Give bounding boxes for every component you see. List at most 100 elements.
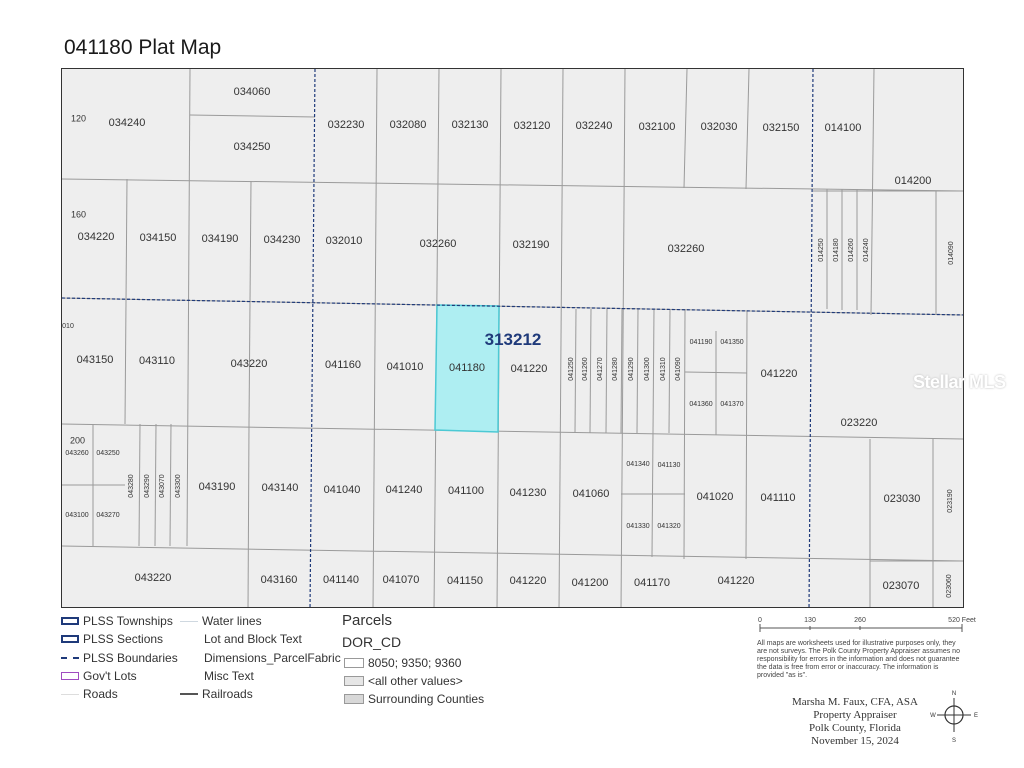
small-parcel-label: 041320 (657, 523, 680, 530)
scale-tick-1: 130 (804, 617, 816, 624)
parcel-label: 032080 (390, 119, 427, 131)
legend-label: Surrounding Counties (368, 692, 485, 706)
parcel-map[interactable]: 034060 034240 034250 032230 032080 032130 0321… (62, 69, 964, 608)
parcel-label: 043160 (261, 574, 298, 586)
small-parcel-label: 041370 (720, 401, 743, 408)
vertical-parcel-label: 014260 (848, 238, 855, 261)
parcel-label: 043140 (262, 482, 299, 494)
parcel-label: 041020 (697, 491, 734, 503)
parcel-label: 043220 (231, 358, 268, 370)
legend-label: PLSS Boundaries (83, 651, 178, 665)
township-lines (62, 69, 963, 607)
map-frame[interactable]: 034060 034240 034250 032230 032080 032130 0321… (61, 68, 964, 608)
vertical-parcel-label: 014090 (948, 241, 955, 264)
vertical-parcel-label: 041090 (675, 357, 682, 380)
parcel-label: 032010 (326, 235, 363, 247)
legend-label: Railroads (202, 687, 253, 701)
vertical-parcel-label: 041300 (644, 357, 651, 380)
parcel-label: 032030 (701, 121, 738, 133)
vertical-parcel-label: 043290 (144, 474, 151, 497)
vertical-parcel-label: 014240 (863, 238, 870, 261)
parcels-legend-title: Parcels (342, 612, 393, 629)
small-parcel-label: 043100 (65, 512, 88, 519)
legend-label: Lot and Block Text (204, 632, 302, 646)
townships-swatch (61, 617, 79, 625)
parcel-label: 043150 (77, 354, 114, 366)
water-swatch (180, 620, 198, 622)
parcel-label: 034220 (78, 231, 115, 243)
small-parcel-label: 041360 (689, 401, 712, 408)
legend-label: Dimensions_ParcelFabric (204, 651, 341, 665)
legend-label: Gov't Lots (83, 669, 137, 683)
small-parcel-labels: 041190 041350 041360 041370 041340 041130 0413… (62, 323, 744, 530)
scale-tick-2: 260 (854, 617, 866, 624)
compass-s: S (952, 738, 956, 744)
vertical-parcel-label: 041310 (660, 357, 667, 380)
vertical-parcel-label: 043070 (159, 474, 166, 497)
parcel-label: 034060 (234, 86, 271, 98)
sections-swatch (61, 635, 79, 643)
parcel-label: 043220 (135, 572, 172, 584)
partial-parcel-label: 120 (71, 113, 86, 123)
parcel-label: 032120 (514, 120, 551, 132)
vertical-parcel-label: 014180 (833, 238, 840, 261)
vertical-parcel-label: 014250 (818, 238, 825, 261)
parcel-label: 041200 (572, 577, 609, 589)
vertical-parcel-label: 041290 (628, 357, 635, 380)
legend-label: 8050; 9350; 9360 (368, 656, 462, 670)
parcel-label: 032150 (763, 122, 800, 134)
parcel-label: 034150 (140, 232, 177, 244)
parcel-label: 041140 (323, 574, 359, 586)
parcel-swatch-white (344, 658, 364, 668)
parcel-label: 041070 (383, 574, 420, 586)
parcel-label: 032190 (513, 239, 550, 251)
vertical-parcel-label: 041270 (597, 357, 604, 380)
vertical-parcel-label: 023060 (946, 574, 953, 597)
small-parcel-label: 041340 (626, 461, 649, 468)
parcel-label: 041220 (511, 363, 548, 375)
parcel-label: 041100 (448, 485, 484, 497)
parcel-label: 041010 (387, 361, 424, 373)
vertical-parcel-label: 023190 (947, 489, 954, 512)
appraiser-name: Marsha M. Faux, CFA, ASA (791, 696, 918, 708)
parcel-label: 032260 (668, 243, 705, 255)
parcel-swatch-gray (344, 676, 364, 686)
parcel-label: 041180 (449, 362, 485, 374)
watermark: Stellar MLS (913, 372, 1006, 392)
vertical-parcel-label: 041250 (568, 357, 575, 380)
small-parcel-label: 041130 (658, 462, 681, 469)
appraiser-title: Property Appraiser (813, 709, 897, 721)
parcel-label: 041160 (325, 359, 361, 371)
vertical-parcel-label: 041280 (612, 357, 619, 380)
parcel-label: 041170 (634, 577, 670, 589)
map-date: November 15, 2024 (811, 735, 899, 747)
compass-n: N (952, 691, 956, 697)
govlots-swatch (61, 672, 79, 680)
parcel-label: 041220 (510, 575, 547, 587)
parcel-label: 034230 (264, 234, 301, 246)
section-label: 313212 (485, 330, 542, 349)
parcel-label: 014100 (825, 122, 862, 134)
parcel-label: 041230 (510, 487, 547, 499)
small-parcel-label: 043250 (96, 450, 119, 457)
legend-label: PLSS Townships (83, 614, 173, 628)
scale-bar: 0 130 260 520 Feet (758, 617, 976, 632)
parcel-swatch-county (344, 694, 364, 704)
legend-label: <all other values> (368, 674, 463, 688)
roads-swatch (61, 693, 79, 695)
scale-tick-3: 520 Feet (948, 617, 976, 624)
parcel-label: 023220 (841, 417, 878, 429)
partial-parcel-label: 200 (70, 435, 85, 445)
parcel-label: 034190 (202, 233, 239, 245)
parcel-label: 041220 (718, 575, 755, 587)
parcel-label: 023030 (884, 493, 921, 505)
parcel-labels: 034060 034240 034250 032230 032080 032130 0321… (77, 86, 932, 592)
parcel-label: 041240 (386, 484, 423, 496)
parcel-label: 032240 (576, 120, 613, 132)
small-parcel-label: 041190 (690, 339, 713, 346)
parcel-label: 032230 (328, 119, 365, 131)
vertical-parcel-labels: 014250 014180 014260 014240 014090 041250 0412… (128, 238, 955, 597)
legend-label: Misc Text (204, 669, 254, 683)
compass-icon: N S W E (930, 691, 978, 744)
railroads-swatch (180, 693, 198, 695)
